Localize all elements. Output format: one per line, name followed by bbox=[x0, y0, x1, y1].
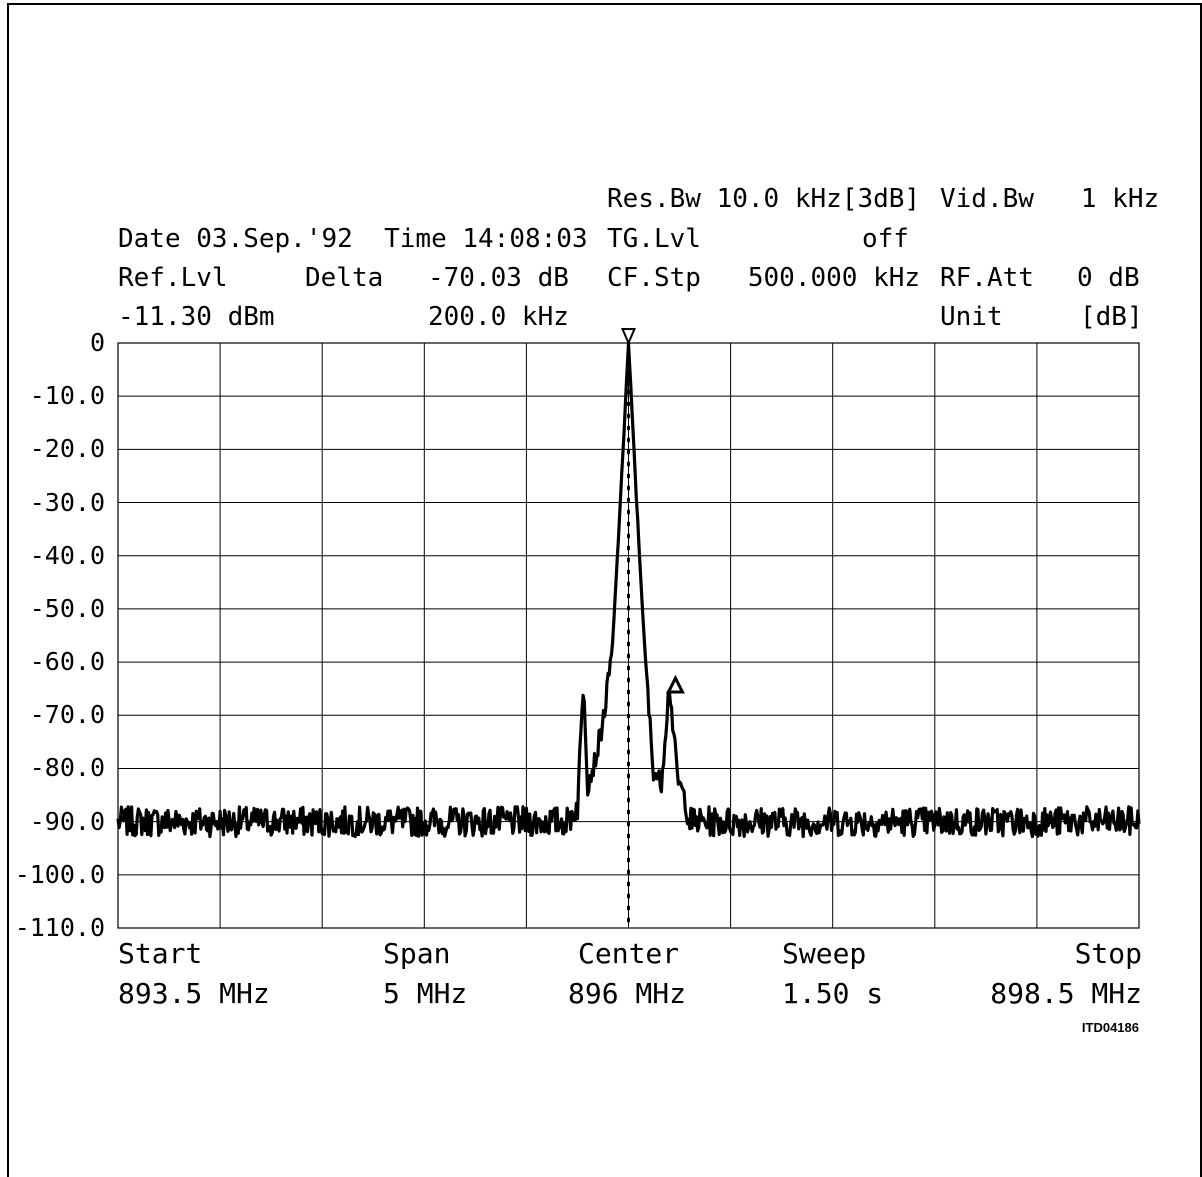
y-tick-label: -50.0 bbox=[29, 593, 105, 623]
y-tick-label: -30.0 bbox=[29, 487, 105, 517]
delta-label: Delta bbox=[305, 263, 384, 293]
y-tick-label: -100.0 bbox=[14, 859, 105, 889]
stop-value: 898.5 MHz bbox=[990, 977, 1142, 1010]
start-label: Start bbox=[118, 937, 203, 970]
center-label: Center bbox=[578, 937, 680, 970]
center-value: 896 MHz bbox=[568, 977, 687, 1010]
delta-freq: 200.0 kHz bbox=[428, 302, 569, 332]
rf-att-label: RF.Att bbox=[940, 263, 1034, 293]
vid-bw: Vid.Bw 1 kHz bbox=[940, 184, 1160, 214]
tg-lvl-label: TG.Lvl bbox=[607, 224, 701, 254]
date-time: Date 03.Sep.'92 Time 14:08:03 bbox=[118, 224, 588, 254]
grid bbox=[117, 341, 1140, 930]
y-tick-label: -70.0 bbox=[29, 700, 105, 730]
marker-up-triangle bbox=[666, 674, 685, 694]
ref-lvl-value: -11.30 dBm bbox=[118, 302, 275, 332]
unit-label: Unit bbox=[940, 302, 1003, 332]
y-tick-label: -80.0 bbox=[29, 753, 105, 783]
markers bbox=[620, 328, 685, 694]
span-label: Span bbox=[383, 937, 451, 970]
delta-value: -70.03 dB bbox=[428, 263, 569, 293]
tg-lvl-value: off bbox=[862, 224, 909, 254]
marker-down-triangle bbox=[620, 328, 637, 346]
start-value: 893.5 MHz bbox=[118, 977, 270, 1010]
figure-frame bbox=[7, 3, 1202, 1177]
figure-id: ITD04186 bbox=[1081, 1020, 1139, 1035]
y-tick-label: 0 bbox=[89, 328, 105, 357]
sweep-label: Sweep bbox=[782, 937, 867, 970]
res-bw: Res.Bw 10.0 kHz[3dB] bbox=[607, 184, 921, 214]
y-tick-label: -90.0 bbox=[29, 806, 105, 836]
rf-att-value: 0 dB bbox=[1077, 263, 1140, 293]
cf-stp: CF.Stp 500.000 kHz bbox=[607, 263, 921, 293]
unit-value: [dB] bbox=[1080, 302, 1143, 332]
y-tick-label: -110.0 bbox=[14, 913, 105, 942]
y-tick-label: -20.0 bbox=[29, 434, 105, 464]
y-tick-label: -60.0 bbox=[29, 647, 105, 677]
stop-label: Stop bbox=[1074, 937, 1142, 970]
ref-lvl-label: Ref.Lvl bbox=[118, 263, 228, 293]
y-tick-label: -40.0 bbox=[29, 540, 105, 570]
sweep-value: 1.50 s bbox=[782, 977, 884, 1010]
span-value: 5 MHz bbox=[383, 977, 468, 1010]
y-tick-label: -10.0 bbox=[29, 381, 105, 411]
